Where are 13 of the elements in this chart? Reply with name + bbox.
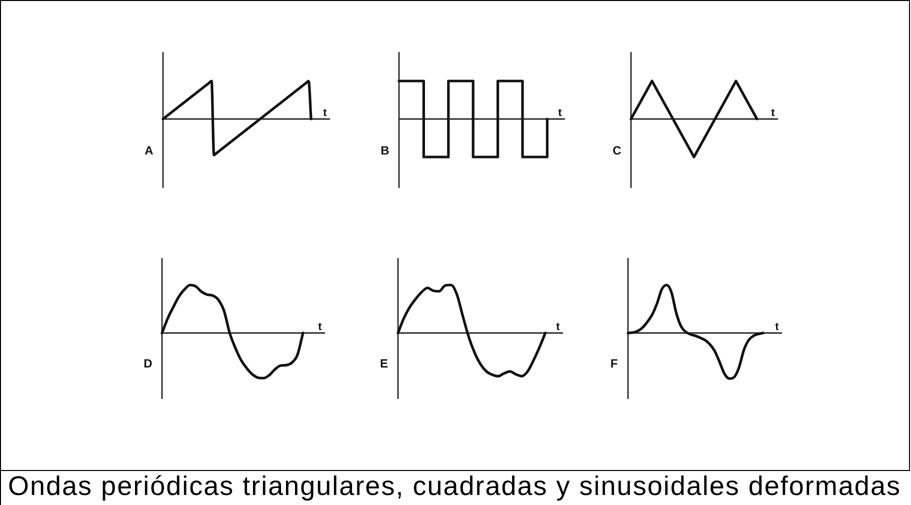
y-axis-title: D — [144, 356, 153, 370]
x-axis-title: t — [556, 321, 560, 333]
x-axis-title: t — [558, 107, 562, 119]
y-axis-title: A — [144, 144, 154, 158]
x-axis-title: t — [775, 321, 780, 333]
text: Ondas periódicas triangulares, cuadradas y sinusoidales deformadas — [8, 471, 901, 501]
x-axis-title: t — [323, 107, 328, 119]
y-axis-title: B — [380, 144, 390, 158]
y-axis-title: F — [610, 356, 618, 370]
x-axis-title: t — [771, 107, 776, 119]
y-axis-title: C — [612, 144, 622, 158]
x-axis-title: t — [318, 321, 322, 333]
y-axis-title: E — [380, 356, 388, 370]
